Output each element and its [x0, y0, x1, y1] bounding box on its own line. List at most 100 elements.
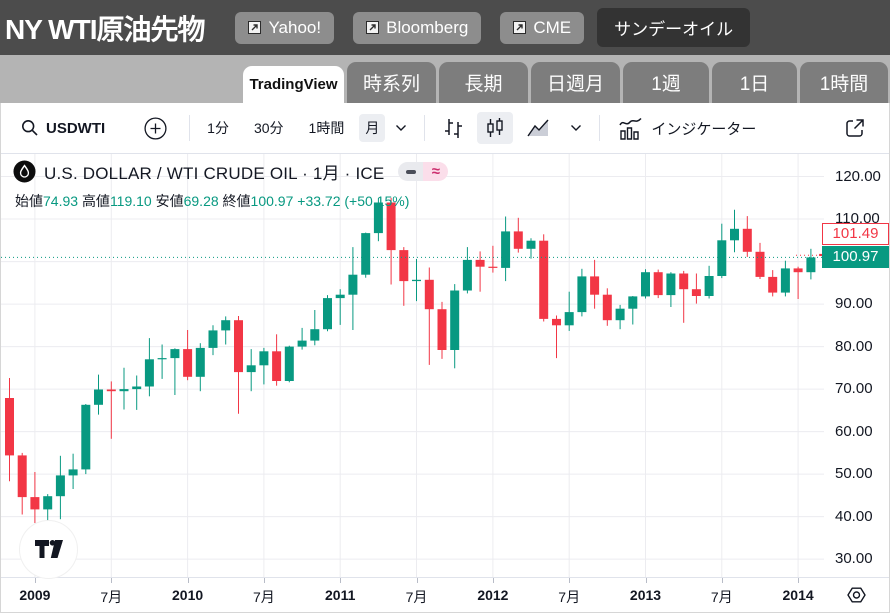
- cme-link-button[interactable]: CME: [500, 11, 585, 44]
- chart-style-menu-button[interactable]: [564, 120, 588, 136]
- open-fullscreen-button[interactable]: [837, 112, 873, 144]
- bloomberg-link-label: Bloomberg: [386, 17, 469, 37]
- candle-body: [386, 202, 396, 251]
- compare-add-button[interactable]: [137, 112, 174, 145]
- price-axis-label: 50.00: [835, 465, 873, 483]
- search-icon: [21, 119, 38, 136]
- tab-timeseries[interactable]: 時系列: [347, 62, 436, 103]
- external-link-icon: [248, 21, 262, 34]
- tab-1hour[interactable]: 1時間: [800, 62, 888, 103]
- candle-body: [513, 231, 523, 249]
- time-axis-label: 2009: [19, 587, 51, 603]
- candle-body: [17, 455, 27, 498]
- price-axis-label: 90.00: [835, 295, 873, 313]
- time-tick: [187, 578, 189, 583]
- prev-close-price-tag: 101.49: [822, 223, 889, 246]
- tab-1day[interactable]: 1日: [712, 62, 797, 103]
- candle-body: [590, 276, 600, 295]
- candle-body: [348, 274, 358, 295]
- candle-body: [424, 279, 434, 310]
- interval-1min-button[interactable]: 1分: [201, 114, 235, 142]
- candle-body: [552, 318, 561, 326]
- chevron-down-icon: [396, 125, 407, 131]
- time-axis-label: 7月: [252, 589, 275, 605]
- price-axis[interactable]: 30.0040.0050.0060.0070.0080.0090.00100.0…: [824, 154, 889, 577]
- candle-body: [653, 272, 663, 296]
- candlestick-chart[interactable]: [1, 154, 824, 577]
- candle-body: [144, 359, 154, 387]
- candle-body: [793, 268, 803, 273]
- candle-body: [615, 308, 625, 321]
- candle-body: [246, 365, 256, 373]
- yahoo-link-button[interactable]: Yahoo!: [235, 11, 335, 44]
- page-header: NY WTI原油先物 Yahoo! Bloomberg CME サンデーオイル: [0, 0, 890, 55]
- tab-longterm[interactable]: 長期: [439, 62, 528, 103]
- sunday-oil-button[interactable]: サンデーオイル: [597, 8, 751, 47]
- candle-body: [399, 250, 409, 282]
- plus-circle-icon: [144, 116, 167, 140]
- candle-body: [641, 272, 650, 297]
- candle-body: [284, 346, 294, 381]
- bloomberg-link-button[interactable]: Bloomberg: [353, 11, 482, 44]
- price-axis-label: 120.00: [835, 167, 881, 185]
- candle-body: [208, 330, 218, 348]
- indicators-button[interactable]: インジケーター: [611, 112, 762, 145]
- tab-tradingview[interactable]: TradingView: [243, 66, 344, 103]
- time-tick: [263, 578, 265, 583]
- candle-body: [373, 202, 383, 234]
- interval-1hour-button[interactable]: 1時間: [303, 114, 351, 142]
- candle-body: [526, 240, 536, 249]
- price-source-toggle[interactable]: ≈: [398, 162, 449, 181]
- candle-body: [412, 279, 421, 282]
- time-tick: [34, 578, 36, 583]
- candle-body: [183, 349, 193, 377]
- candle-body: [691, 289, 701, 296]
- interval-30min-button[interactable]: 30分: [248, 114, 290, 142]
- sunday-oil-label: サンデーオイル: [614, 20, 734, 39]
- candle-body: [704, 276, 714, 296]
- candle-body: [628, 296, 638, 309]
- tradingview-widget: USDWTI 1分 30分 1時間 月: [0, 103, 890, 613]
- time-axis[interactable]: 2009 7月 2010 7月 2011 7月 2012 7月 2013 7月 2014: [1, 577, 889, 611]
- chart-pane[interactable]: U.S. DOLLAR / WTI CRUDE OIL · 1月 · ICE ≈…: [1, 154, 889, 578]
- candle-body: [30, 497, 40, 510]
- candle-body: [119, 389, 129, 392]
- price-axis-label: 110.00: [835, 210, 880, 227]
- bar-chart-icon: [445, 119, 463, 138]
- approx-badge: ≈: [423, 162, 449, 181]
- tab-1week[interactable]: 1週: [623, 62, 709, 103]
- price-axis-label: 40.00: [835, 507, 873, 525]
- time-tick: [111, 578, 113, 583]
- axis-settings-button[interactable]: [846, 585, 867, 610]
- candle-body: [602, 294, 612, 321]
- chart-style-area-button[interactable]: [519, 112, 557, 144]
- candle-body: [5, 398, 14, 456]
- interval-menu-button[interactable]: [389, 120, 413, 136]
- candle-body: [437, 309, 447, 350]
- candle-body: [755, 251, 765, 277]
- symbol-search-button[interactable]: USDWTI: [15, 115, 111, 141]
- candle-body: [666, 273, 676, 296]
- candle-body: [68, 469, 78, 476]
- chart-style-bars-button[interactable]: [435, 112, 471, 144]
- candle-body: [94, 389, 103, 405]
- candle-body: [157, 358, 167, 360]
- tradingview-logo[interactable]: [20, 521, 77, 578]
- toolbar-divider: [189, 115, 191, 141]
- candle-body: [768, 276, 778, 293]
- candle-body: [361, 233, 371, 275]
- indicator-icon: [619, 117, 642, 140]
- dash-badge-icon: [398, 162, 424, 181]
- interval-month-button[interactable]: 月: [359, 114, 386, 142]
- time-tick: [492, 578, 494, 583]
- chevron-down-icon: [571, 125, 582, 131]
- page-title: NY WTI原油先物: [5, 13, 205, 45]
- candle-body: [297, 340, 307, 347]
- price-axis-label: 60.00: [835, 422, 873, 440]
- time-axis-label: 7月: [710, 589, 733, 605]
- time-axis-label: 2012: [477, 587, 509, 603]
- time-axis-label: 2010: [172, 587, 204, 603]
- chart-style-candles-button[interactable]: [477, 112, 514, 144]
- indicators-label: インジケーター: [651, 120, 757, 138]
- tab-day-week-month[interactable]: 日週月: [531, 62, 620, 103]
